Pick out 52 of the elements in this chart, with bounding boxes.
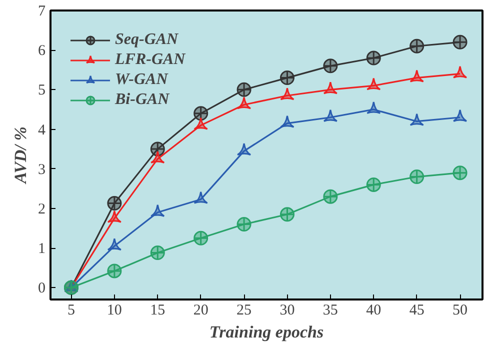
- point: [150, 204, 165, 217]
- point: [236, 96, 252, 110]
- point: [410, 170, 424, 184]
- point: [194, 117, 208, 130]
- x-axis-title: Training epochs: [209, 322, 324, 342]
- point: [452, 109, 468, 122]
- point: [150, 246, 165, 260]
- legend-label: LFR-GAN: [115, 51, 186, 69]
- x-tick-label: 10: [106, 302, 122, 318]
- point: [323, 81, 338, 94]
- point: [194, 230, 208, 246]
- point: [280, 207, 294, 222]
- point: [194, 191, 208, 204]
- point: [323, 109, 338, 122]
- y-tick-label: 0: [38, 280, 46, 297]
- point: [452, 66, 468, 78]
- x-tick-label: 45: [409, 302, 424, 318]
- x-tick-label: 5: [67, 302, 75, 318]
- x-tick-label: 50: [452, 302, 468, 318]
- point: [150, 150, 165, 164]
- y-tick-label: 1: [38, 241, 46, 258]
- point: [236, 142, 252, 156]
- x-tick-label: 15: [150, 302, 166, 318]
- y-tick-label: 2: [38, 201, 46, 218]
- legend-label: Bi-GAN: [115, 91, 170, 109]
- point: [323, 189, 338, 204]
- point: [366, 177, 381, 192]
- x-tick-label: 20: [193, 302, 208, 318]
- point: [280, 115, 294, 128]
- legend-label: W-GAN: [115, 71, 168, 89]
- y-tick-label: 3: [38, 162, 46, 178]
- point: [236, 217, 252, 232]
- y-tick-label: 5: [38, 82, 46, 99]
- point: [366, 101, 381, 114]
- y-tick-label: 6: [38, 43, 46, 60]
- x-tick-label: 30: [280, 302, 295, 318]
- x-tick-label: 35: [322, 302, 338, 318]
- point: [107, 238, 122, 251]
- point: [107, 264, 122, 278]
- point: [452, 166, 468, 180]
- point: [107, 210, 122, 223]
- y-tick-label: 4: [38, 122, 46, 138]
- point: [410, 113, 424, 126]
- point: [366, 77, 381, 90]
- point: [107, 196, 122, 211]
- x-tick-label: 40: [366, 302, 382, 318]
- point: [280, 87, 294, 100]
- x-tick-label: 25: [236, 302, 252, 318]
- y-tick-label: 7: [38, 4, 46, 20]
- y-axis-title: AVD/ %: [11, 126, 30, 184]
- legend-label: Seq-GAN: [115, 31, 178, 49]
- point: [410, 70, 424, 82]
